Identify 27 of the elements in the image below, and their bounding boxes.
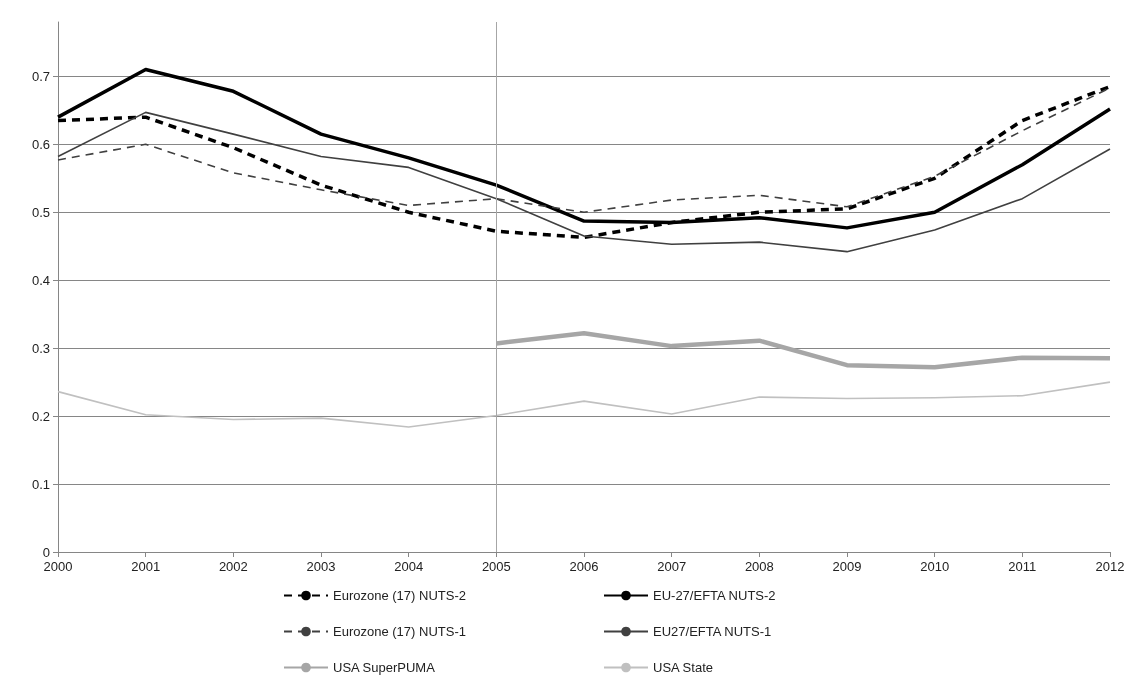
y-tick-label: 0 [42, 544, 50, 560]
y-tick-label: 0.1 [31, 476, 50, 492]
legend-label: EU-27/EFTA NUTS-2 [653, 588, 776, 603]
y-tick-label: 0.5 [31, 204, 50, 220]
legend-label: Eurozone (17) NUTS-1 [333, 624, 466, 639]
x-tick-label: 2005 [481, 559, 511, 574]
x-tick-label: 2002 [218, 559, 248, 574]
legend-label: USA State [653, 660, 713, 675]
x-tick-label: 2004 [394, 559, 424, 574]
x-tick-label: 2001 [131, 559, 161, 574]
x-tick-label: 2000 [43, 559, 73, 574]
x-tick-label: 2006 [569, 559, 599, 574]
legend-label: EU27/EFTA NUTS-1 [653, 624, 772, 639]
y-tick-label: 0.6 [31, 136, 50, 152]
legend-label: USA SuperPUMA [333, 660, 436, 675]
x-tick-label: 2008 [744, 559, 774, 574]
legend-label: Eurozone (17) NUTS-2 [333, 588, 466, 603]
x-tick-label: 2011 [1008, 559, 1037, 574]
x-tick-label: 2012 [1095, 559, 1125, 574]
x-tick-label: 2009 [832, 559, 862, 574]
x-tick-label: 2003 [306, 559, 336, 574]
y-tick-label: 0.3 [31, 340, 50, 356]
x-tick-label: 2010 [920, 559, 950, 574]
x-tick-label: 2007 [657, 559, 687, 574]
y-tick-label: 0.4 [31, 272, 50, 288]
y-tick-label: 0.2 [31, 408, 50, 424]
y-tick-label: 0.7 [31, 68, 50, 84]
